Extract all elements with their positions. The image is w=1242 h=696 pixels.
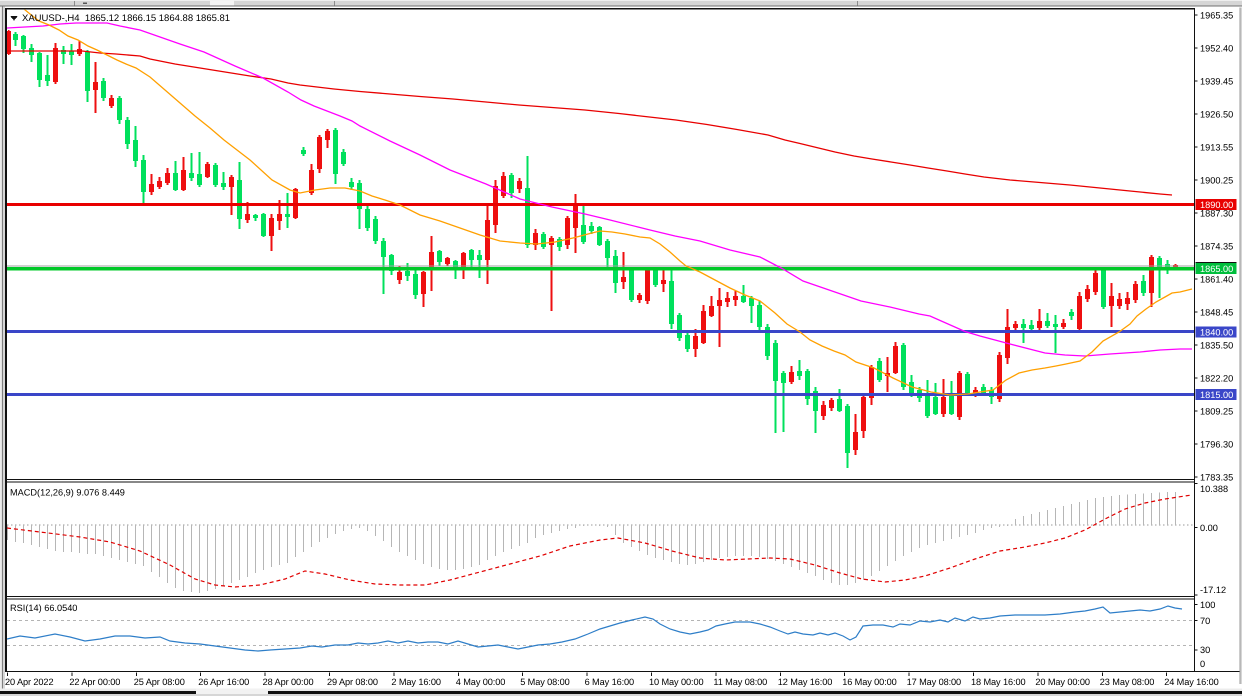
svg-text:16 May 00:00: 16 May 00:00 bbox=[842, 677, 896, 687]
svg-text:1865.00: 1865.00 bbox=[1200, 264, 1233, 274]
svg-text:1913.55: 1913.55 bbox=[1200, 142, 1233, 152]
svg-text:-17.12: -17.12 bbox=[1200, 585, 1226, 595]
svg-text:1965.35: 1965.35 bbox=[1200, 10, 1233, 20]
svg-text:1874.35: 1874.35 bbox=[1200, 241, 1233, 251]
svg-text:0.00: 0.00 bbox=[1200, 523, 1218, 533]
svg-text:29 Apr 08:00: 29 Apr 08:00 bbox=[327, 677, 378, 687]
svg-text:28 Apr 00:00: 28 Apr 00:00 bbox=[263, 677, 314, 687]
svg-text:10 May 00:00: 10 May 00:00 bbox=[649, 677, 703, 687]
svg-text:1815.00: 1815.00 bbox=[1200, 390, 1233, 400]
svg-text:100: 100 bbox=[1200, 600, 1215, 610]
svg-text:1939.45: 1939.45 bbox=[1200, 76, 1233, 86]
svg-text:22 Apr 00:00: 22 Apr 00:00 bbox=[69, 677, 120, 687]
svg-text:30: 30 bbox=[1200, 645, 1210, 655]
svg-text:1890.00: 1890.00 bbox=[1200, 200, 1233, 210]
svg-text:MACD(12,26,9) 9.076 8.449: MACD(12,26,9) 9.076 8.449 bbox=[10, 488, 125, 498]
svg-text:26 Apr 16:00: 26 Apr 16:00 bbox=[198, 677, 249, 687]
svg-text:1926.50: 1926.50 bbox=[1200, 109, 1233, 119]
svg-text:24 May 16:00: 24 May 16:00 bbox=[1164, 677, 1218, 687]
svg-text:1887.30: 1887.30 bbox=[1200, 208, 1233, 218]
svg-text:10.388: 10.388 bbox=[1200, 484, 1228, 494]
svg-text:70: 70 bbox=[1200, 616, 1210, 626]
svg-text:2 May 16:00: 2 May 16:00 bbox=[391, 677, 440, 687]
svg-text:5 May 08:00: 5 May 08:00 bbox=[520, 677, 569, 687]
svg-text:12 May 16:00: 12 May 16:00 bbox=[778, 677, 832, 687]
svg-text:25 Apr 08:00: 25 Apr 08:00 bbox=[134, 677, 185, 687]
svg-text:1809.25: 1809.25 bbox=[1200, 406, 1233, 416]
svg-text:23 May 08:00: 23 May 08:00 bbox=[1100, 677, 1154, 687]
svg-text:1822.20: 1822.20 bbox=[1200, 373, 1233, 383]
svg-text:XAUUSD-,H4 1865.12 1866.15 18: XAUUSD-,H4 1865.12 1866.15 1864.88 1865.… bbox=[22, 13, 230, 24]
svg-text:0: 0 bbox=[1200, 659, 1205, 669]
svg-text:20 May 00:00: 20 May 00:00 bbox=[1035, 677, 1089, 687]
svg-text:1840.00: 1840.00 bbox=[1200, 327, 1233, 337]
svg-text:11 May 08:00: 11 May 08:00 bbox=[713, 677, 767, 687]
svg-text:4 May 00:00: 4 May 00:00 bbox=[456, 677, 505, 687]
svg-text:1835.50: 1835.50 bbox=[1200, 340, 1233, 350]
svg-text:1848.45: 1848.45 bbox=[1200, 307, 1233, 317]
svg-text:1861.40: 1861.40 bbox=[1200, 274, 1233, 284]
svg-text:20 Apr 2022: 20 Apr 2022 bbox=[5, 677, 53, 687]
svg-text:1783.35: 1783.35 bbox=[1200, 472, 1233, 482]
svg-text:6 May 16:00: 6 May 16:00 bbox=[585, 677, 634, 687]
svg-text:1796.30: 1796.30 bbox=[1200, 439, 1233, 449]
svg-text:18 May 16:00: 18 May 16:00 bbox=[971, 677, 1025, 687]
svg-text:17 May 08:00: 17 May 08:00 bbox=[907, 677, 961, 687]
svg-text:1952.40: 1952.40 bbox=[1200, 43, 1233, 53]
svg-text:1900.25: 1900.25 bbox=[1200, 175, 1233, 185]
svg-text:RSI(14) 66.0540: RSI(14) 66.0540 bbox=[10, 603, 77, 613]
